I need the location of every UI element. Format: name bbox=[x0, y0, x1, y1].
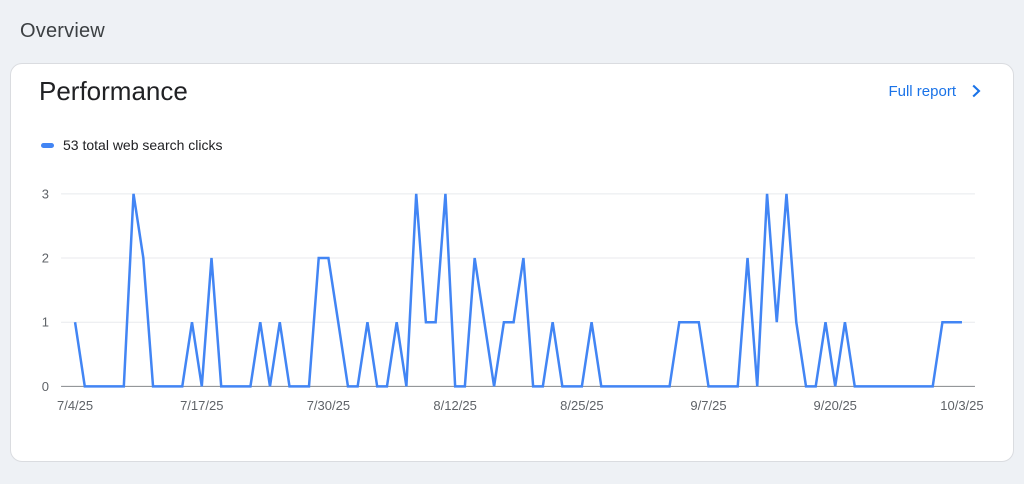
card-header: Performance Full report bbox=[11, 64, 1013, 107]
full-report-label: Full report bbox=[888, 82, 956, 100]
x-tick-label: 9/7/25 bbox=[690, 398, 726, 413]
x-tick-label: 7/4/25 bbox=[57, 398, 93, 413]
y-tick-label: 2 bbox=[42, 251, 49, 266]
x-tick-label: 9/20/25 bbox=[814, 398, 857, 413]
x-tick-label: 8/25/25 bbox=[560, 398, 603, 413]
gridlines-group bbox=[61, 193, 975, 387]
card-title: Performance bbox=[39, 76, 188, 106]
x-tick-label: 8/12/25 bbox=[433, 398, 476, 413]
clicks-series-line bbox=[73, 193, 962, 388]
page-header: Overview bbox=[0, 0, 1024, 63]
y-axis-labels: 0 1 2 3 bbox=[42, 186, 49, 393]
y-tick-label: 3 bbox=[42, 186, 49, 201]
x-axis-labels: 7/4/25 7/17/25 7/30/25 8/12/25 8/25/25 9/7/25… bbox=[57, 398, 984, 413]
overview-page: Overview Performance Full report 53 tota… bbox=[0, 0, 1024, 462]
legend-swatch bbox=[41, 142, 54, 148]
performance-card: Performance Full report 53 total web sea… bbox=[10, 63, 1014, 462]
y-tick-label: 1 bbox=[42, 315, 49, 330]
full-report-link[interactable]: Full report bbox=[888, 82, 985, 100]
clicks-chart: 0 1 2 3 7/4/25 7/17/25 7/30/25 8/12/25 8/25/25 9/… bbox=[42, 186, 984, 413]
x-tick-label: 7/30/25 bbox=[307, 398, 350, 413]
y-tick-label: 0 bbox=[42, 379, 49, 394]
page-title: Overview bbox=[20, 20, 105, 42]
x-tick-label: 10/3/25 bbox=[940, 398, 983, 413]
chevron-right-icon bbox=[972, 84, 981, 98]
x-tick-label: 7/17/25 bbox=[180, 398, 223, 413]
chart-legend: 53 total web search clicks bbox=[41, 137, 1013, 153]
legend-label: 53 total web search clicks bbox=[63, 137, 223, 153]
